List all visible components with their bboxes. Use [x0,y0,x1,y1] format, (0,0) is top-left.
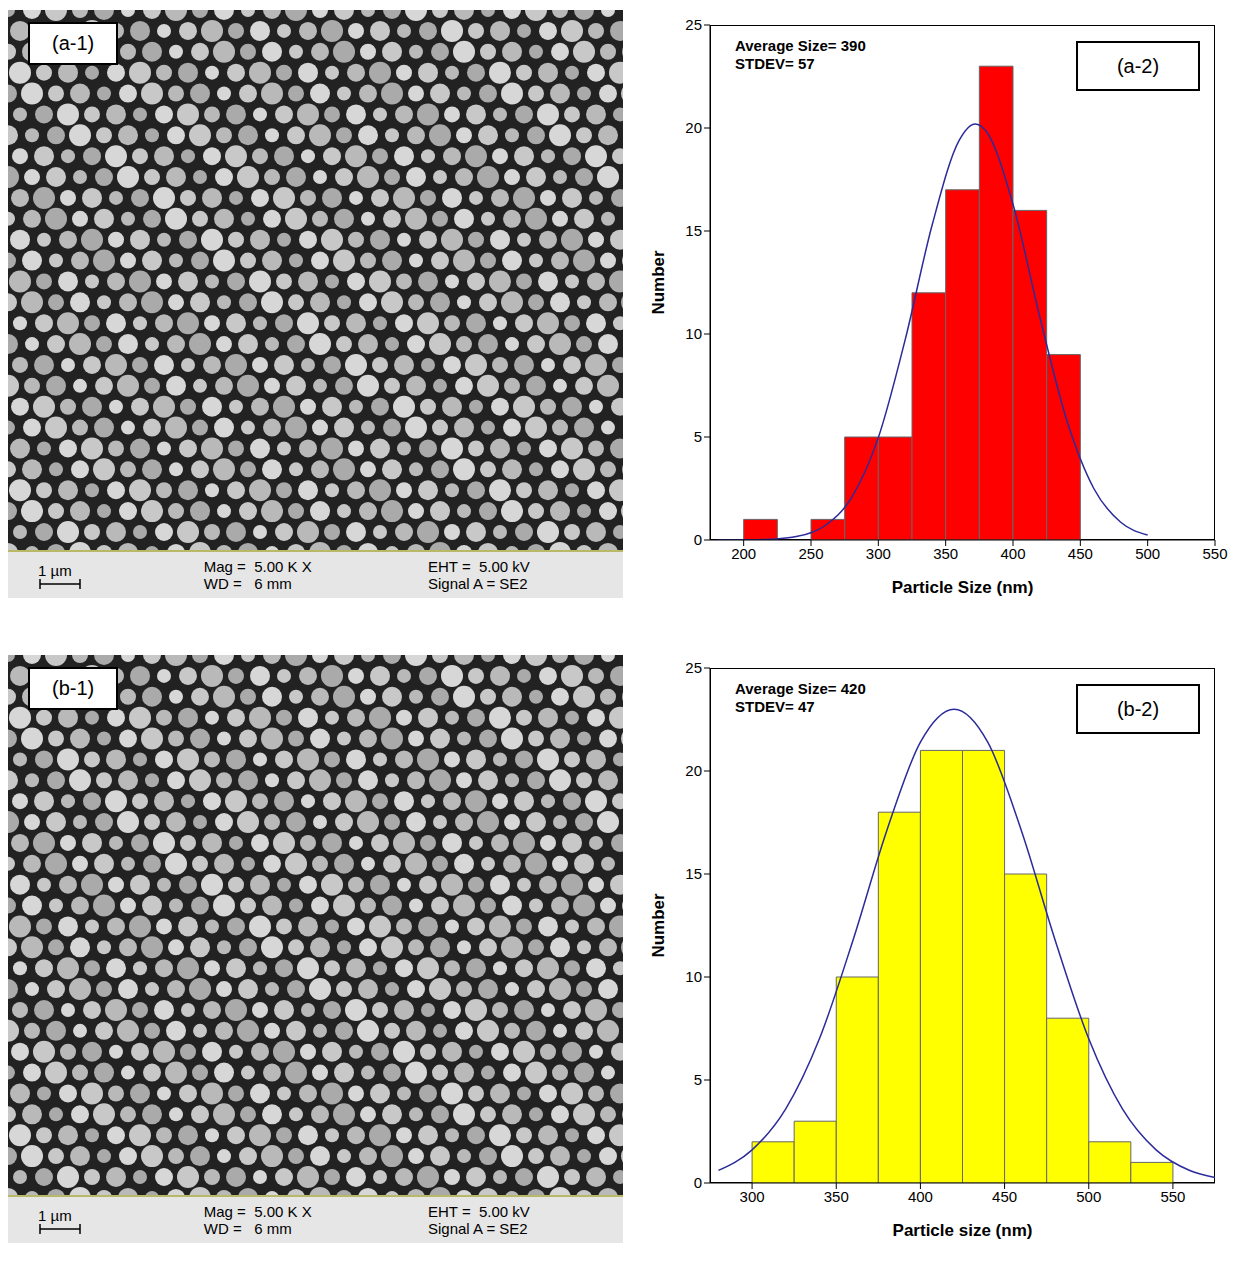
svg-text:350: 350 [933,545,958,562]
svg-text:450: 450 [1068,545,1093,562]
svg-text:500: 500 [1135,545,1160,562]
html-text:(b-2): (b-2) [1116,697,1160,720]
svg-text:20: 20 [685,119,702,136]
svg-text:0: 0 [694,1174,702,1191]
html-text:Average Size= 390: Average Size= 390 [735,37,866,54]
svg-text:20: 20 [685,762,702,779]
svg-text:550: 550 [1202,545,1227,562]
svg-text:25: 25 [685,659,702,676]
html-text:WD = 6 mm: WD = 6 mm [203,575,292,592]
html-text:(a-1): (a-1) [52,32,95,54]
svg-text:400: 400 [908,1188,933,1205]
svg-text:200: 200 [731,545,756,562]
html-text:Mag = 5.00 K X: Mag = 5.00 K X [203,1203,312,1220]
svg-text:300: 300 [740,1188,765,1205]
html-text:(b-1): (b-1) [52,677,95,699]
svg-text:15: 15 [685,865,702,882]
svg-text:350: 350 [824,1188,849,1205]
html-text:Mag = 5.00 K X: Mag = 5.00 K X [203,558,312,575]
html-text:Average Size= 420: Average Size= 420 [735,680,866,697]
html-text:Signal A = SE2: Signal A = SE2 [428,1220,528,1237]
html-text:1 µm: 1 µm [38,1206,72,1224]
html-text:Signal A = SE2: Signal A = SE2 [428,575,528,592]
svg-text:25: 25 [685,16,702,33]
html-text:EHT = 5.00 kV: EHT = 5.00 kV [428,558,530,575]
svg-text:Particle Size (nm): Particle Size (nm) [892,578,1034,597]
svg-text:250: 250 [798,545,823,562]
svg-text:Particle size (nm): Particle size (nm) [893,1221,1033,1240]
svg-text:500: 500 [1076,1188,1101,1205]
html-text:EHT = 5.00 kV: EHT = 5.00 kV [428,1203,530,1220]
svg-text:550: 550 [1160,1188,1185,1205]
svg-text:Number: Number [649,250,668,315]
svg-text:0: 0 [694,531,702,548]
html-text:1 µm: 1 µm [38,561,72,579]
svg-text:10: 10 [685,968,702,985]
svg-text:400: 400 [1000,545,1025,562]
html-text:WD = 6 mm: WD = 6 mm [203,1220,292,1237]
html-text:(a-2): (a-2) [1116,54,1160,77]
svg-text:5: 5 [694,428,702,445]
svg-text:10: 10 [685,325,702,342]
svg-text:300: 300 [866,545,891,562]
svg-text:450: 450 [992,1188,1017,1205]
html-text:STDEV= 57: STDEV= 57 [735,55,815,72]
svg-text:Number: Number [649,893,668,958]
svg-text:5: 5 [694,1071,702,1088]
svg-text:15: 15 [685,222,702,239]
html-text:STDEV= 47: STDEV= 47 [735,698,815,715]
